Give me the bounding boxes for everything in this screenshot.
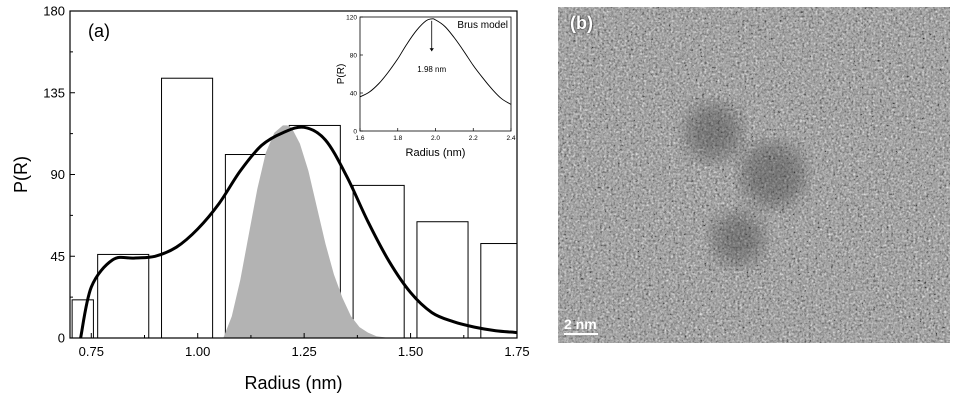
inset-x-tick-label-2: 2.0 [431,135,440,142]
shaded-peak-area [223,125,390,338]
histogram-bar-2 [161,77,214,338]
y-tick-label-4: 180 [43,4,65,19]
inset-x-tick-label-3: 2.2 [469,135,478,142]
x-tick-label-2: 1.25 [291,344,316,359]
panel-a-chart: 0 45 90 135 180 0.75 1.00 1.25 1.50 1.75 Radius (n… [11,4,530,394]
inset-annotation: 1.98 nm [417,65,446,74]
panel-a-label: (a) [88,21,110,41]
histogram-bar-1 [97,253,150,338]
inset-arrow-head [429,48,434,52]
y-tick-label-3: 135 [43,85,65,100]
x-tick-label-4: 1.75 [504,344,529,359]
inset-y-tick-label-3: 120 [346,15,357,22]
inset-curve [359,18,512,105]
inset-y-tick-label-2: 80 [350,53,358,60]
x-tick-label-0: 0.75 [79,344,104,359]
inset-x-tick-label-4: 2.4 [506,135,515,142]
inset-y-axis-label: P(R) [336,64,347,85]
inset-x-tick-label-0: 1.6 [355,135,364,142]
inset-y-tick-label-1: 40 [350,91,358,98]
x-tick-label-3: 1.50 [398,344,423,359]
y-tick-label-2: 90 [51,167,65,182]
scale-bar-label: 2 nm [564,316,597,332]
x-axis-label: Radius (nm) [244,373,342,393]
tem-noise-texture [558,7,950,343]
nanoparticle-1 [741,143,805,207]
histogram-bar-6 [416,221,469,338]
x-tick-label-1: 1.00 [185,344,210,359]
inset-title: Brus model [457,20,508,31]
nanoparticle-0 [685,104,741,160]
nanoparticle-2 [712,213,764,265]
panel-b-label: (b) [570,13,593,33]
histogram-bar-7 [480,243,517,338]
y-tick-label-0: 0 [58,331,65,346]
scale-bar [564,333,598,335]
inset-x-tick-label-1: 1.8 [393,135,402,142]
inset-y-tick-label-0: 0 [353,129,357,136]
fit-curve [79,125,517,338]
inset-frame [359,16,512,132]
tem-micrograph: (b) 2 nm [558,7,950,343]
y-tick-label-1: 45 [51,249,65,264]
inset-x-axis-label: Radius (nm) [406,147,466,159]
y-axis-label: P(R) [11,156,31,193]
